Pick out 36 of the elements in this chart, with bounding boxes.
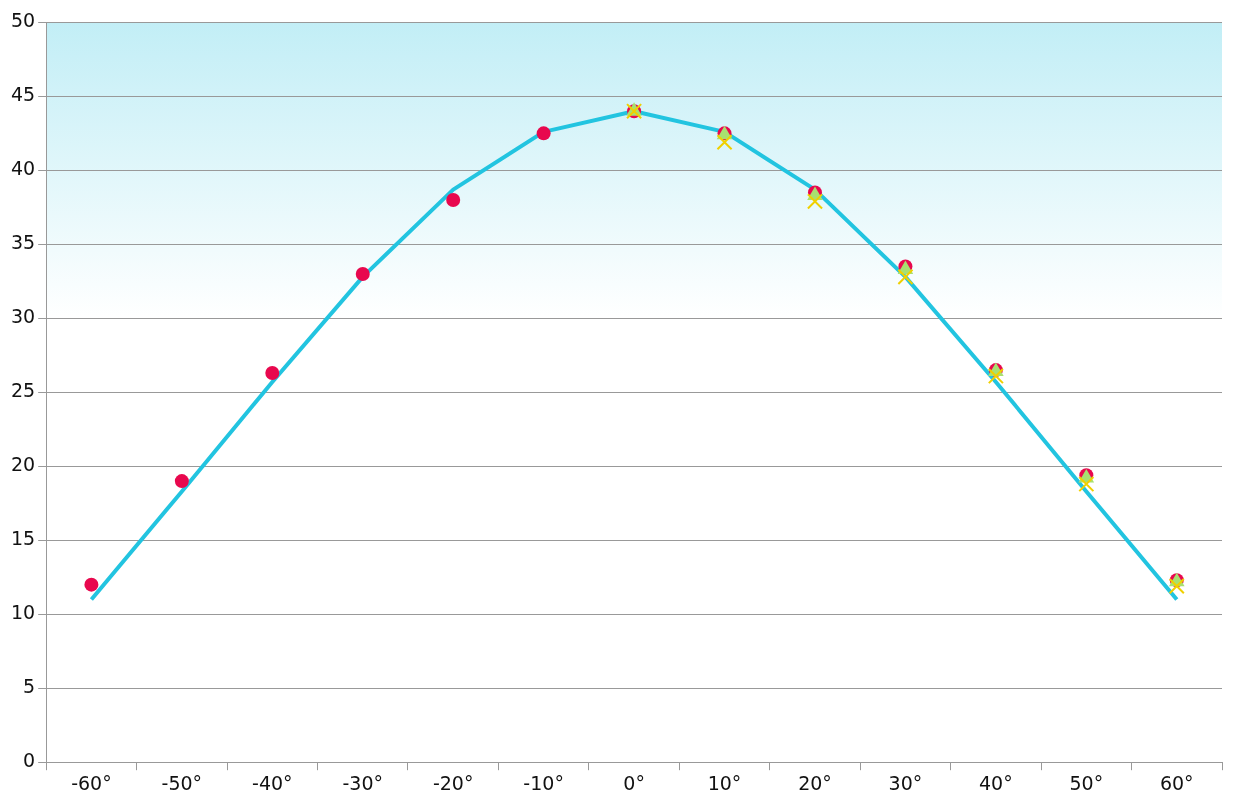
- x-tick-label: 50°: [1069, 771, 1104, 794]
- y-tick-label: 20: [10, 453, 36, 476]
- x-tick-label: -30°: [342, 771, 384, 794]
- x-tick-label: 0°: [623, 771, 645, 794]
- x-tick-label: 60°: [1159, 771, 1194, 794]
- x-tick-label: 20°: [798, 771, 832, 794]
- point: [716, 134, 733, 151]
- point: [987, 367, 1004, 385]
- x-tick-label: -10°: [523, 771, 564, 794]
- x-tick-label: -50°: [161, 771, 203, 794]
- x-tick-label: 40°: [979, 771, 1013, 794]
- point: [1168, 578, 1185, 595]
- point: [446, 192, 461, 207]
- point: [1078, 475, 1095, 493]
- y-tick-label: 10: [10, 601, 36, 624]
- y-tick-label: 15: [10, 527, 36, 550]
- x-tick-label: -20°: [432, 771, 474, 794]
- x-tick-label: 10°: [707, 771, 742, 794]
- point: [174, 474, 189, 489]
- point: [536, 126, 551, 141]
- y-tick-label: 35: [10, 231, 36, 254]
- y-tick-label: 45: [10, 83, 36, 106]
- point: [84, 577, 99, 592]
- x-tick-label: -60°: [71, 771, 112, 794]
- x-tick-label: 30°: [888, 771, 923, 794]
- y-tick-label: 50: [10, 9, 36, 32]
- point: [897, 268, 914, 285]
- y-tick-label: 5: [23, 675, 36, 698]
- y-tick-label: 0: [23, 749, 36, 772]
- y-tick-label: 40: [10, 157, 36, 180]
- y-tick-label: 25: [10, 379, 36, 402]
- y-tick-label: 30: [10, 305, 36, 328]
- point: [806, 193, 824, 210]
- point: [355, 266, 370, 281]
- point: [265, 366, 280, 381]
- x-tick-label: -40°: [252, 771, 293, 794]
